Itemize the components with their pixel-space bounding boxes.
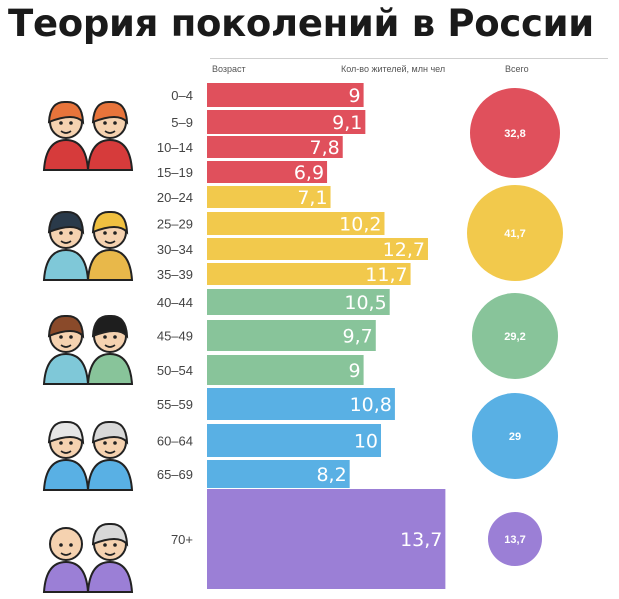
age-label: 15–19 (157, 165, 193, 180)
bar-10–14 (207, 136, 343, 158)
age-label: 65–69 (157, 467, 193, 482)
group-total-label: 32,8 (504, 128, 525, 140)
bar-20–24 (207, 186, 331, 208)
age-label: 20–24 (157, 190, 193, 205)
bar-value-label: 6,9 (294, 162, 324, 184)
group-total-circle (470, 88, 560, 178)
bar-65–69 (207, 460, 350, 488)
bar-55–59 (207, 388, 395, 420)
group-total-circle (472, 293, 558, 379)
bar-value-label: 9,1 (332, 112, 362, 134)
middle-aged-couple-icon (42, 314, 134, 385)
bar-value-label: 8,2 (316, 464, 346, 486)
bar-45–49 (207, 320, 376, 351)
header-divider (210, 58, 608, 59)
bar-value-label: 7,8 (310, 137, 340, 159)
bar-value-label: 10,5 (344, 292, 386, 314)
bar-value-label: 9,7 (343, 326, 373, 348)
age-label: 50–54 (157, 363, 193, 378)
age-label: 25–29 (157, 217, 193, 232)
bar-0–4 (207, 83, 364, 107)
bar-value-label: 13,7 (400, 529, 442, 551)
senior-couple-icon (42, 522, 134, 593)
age-label: 0–4 (171, 88, 193, 103)
bar-50–54 (207, 355, 364, 385)
age-labels-group: 0–4 5–9 10–14 15–19 20–24 25–29 30–34 35–39 40–4… (157, 88, 193, 547)
age-column-header: Возраст (212, 64, 246, 74)
bar-25–29 (207, 212, 385, 235)
bar-60–64 (207, 424, 381, 457)
young-adults-icon (42, 210, 134, 281)
bar-value-label: 12,7 (383, 239, 425, 261)
bar-15–19 (207, 161, 328, 183)
bar-30–34 (207, 238, 428, 260)
group-total-label: 41,7 (504, 228, 525, 240)
group-total-label: 29 (509, 431, 521, 443)
total-column-header: Всего (505, 64, 529, 74)
bar-value-label: 10,8 (350, 394, 392, 416)
age-label: 55–59 (157, 397, 193, 412)
bar-70+ (207, 489, 446, 589)
group-total-circle (472, 393, 558, 479)
bar-value-label: 10 (354, 431, 378, 453)
bar-value-label: 9 (349, 85, 361, 107)
bar-40–44 (207, 289, 390, 315)
age-label: 70+ (171, 532, 193, 547)
bar-35–39 (207, 263, 411, 285)
age-label: 30–34 (157, 242, 193, 257)
age-label: 45–49 (157, 329, 193, 344)
totals-group: 32,8 41,7 29,2 29 13,7 (467, 88, 563, 566)
bar-value-label: 11,7 (365, 264, 407, 286)
page-title: Теория поколений в России (8, 2, 594, 45)
bars-group: 9 9,1 7,8 6,9 7,1 10,212,7 11,7 10,5 9,7 9 10,8 10 8… (207, 83, 446, 589)
bar-value-label: 9 (349, 360, 361, 382)
elderly-couple-icon (42, 420, 134, 491)
kids-with-headphones-icon (42, 100, 134, 171)
age-label: 40–44 (157, 295, 193, 310)
age-label: 10–14 (157, 140, 193, 155)
bar-value-label: 10,2 (339, 214, 381, 236)
count-column-header: Кол-во жителей, млн чел (341, 64, 446, 74)
bar-value-label: 7,1 (297, 187, 327, 209)
bar-5–9 (207, 110, 366, 134)
group-total-label: 13,7 (504, 534, 525, 546)
age-label: 35–39 (157, 267, 193, 282)
group-total-circle (488, 512, 542, 566)
group-total-circle (467, 185, 563, 281)
avatar-column (42, 100, 134, 593)
group-total-label: 29,2 (504, 331, 525, 343)
age-label: 5–9 (171, 115, 193, 130)
age-label: 60–64 (157, 434, 193, 449)
